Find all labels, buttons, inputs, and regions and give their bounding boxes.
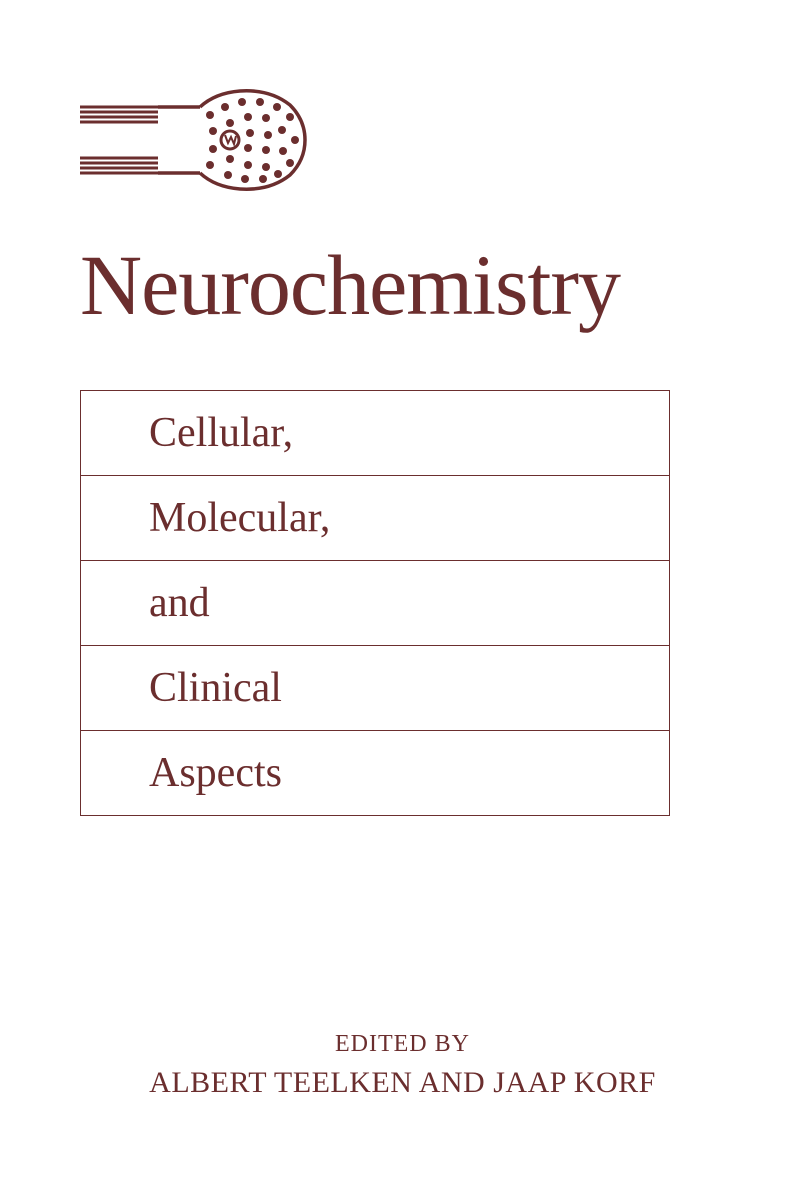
subtitle-row: Clinical xyxy=(81,646,669,731)
subtitle-box: Cellular, Molecular, and Clinical Aspect… xyxy=(80,390,670,816)
subtitle-row: Aspects xyxy=(81,731,669,815)
book-title: Neurochemistry xyxy=(80,235,725,335)
editor-block: EDITED BY ALBERT TEELKEN AND JAAP KORF xyxy=(80,1031,725,1110)
subtitle-row: Cellular, xyxy=(81,391,669,476)
subtitle-row: and xyxy=(81,561,669,646)
subtitle-row: Molecular, xyxy=(81,476,669,561)
book-cover: Neurochemistry Cellular, Molecular, and … xyxy=(0,0,800,1190)
synapse-icon xyxy=(80,85,725,200)
edited-by-label: EDITED BY xyxy=(80,1031,725,1058)
editors-names: ALBERT TEELKEN AND JAAP KORF xyxy=(80,1066,725,1100)
